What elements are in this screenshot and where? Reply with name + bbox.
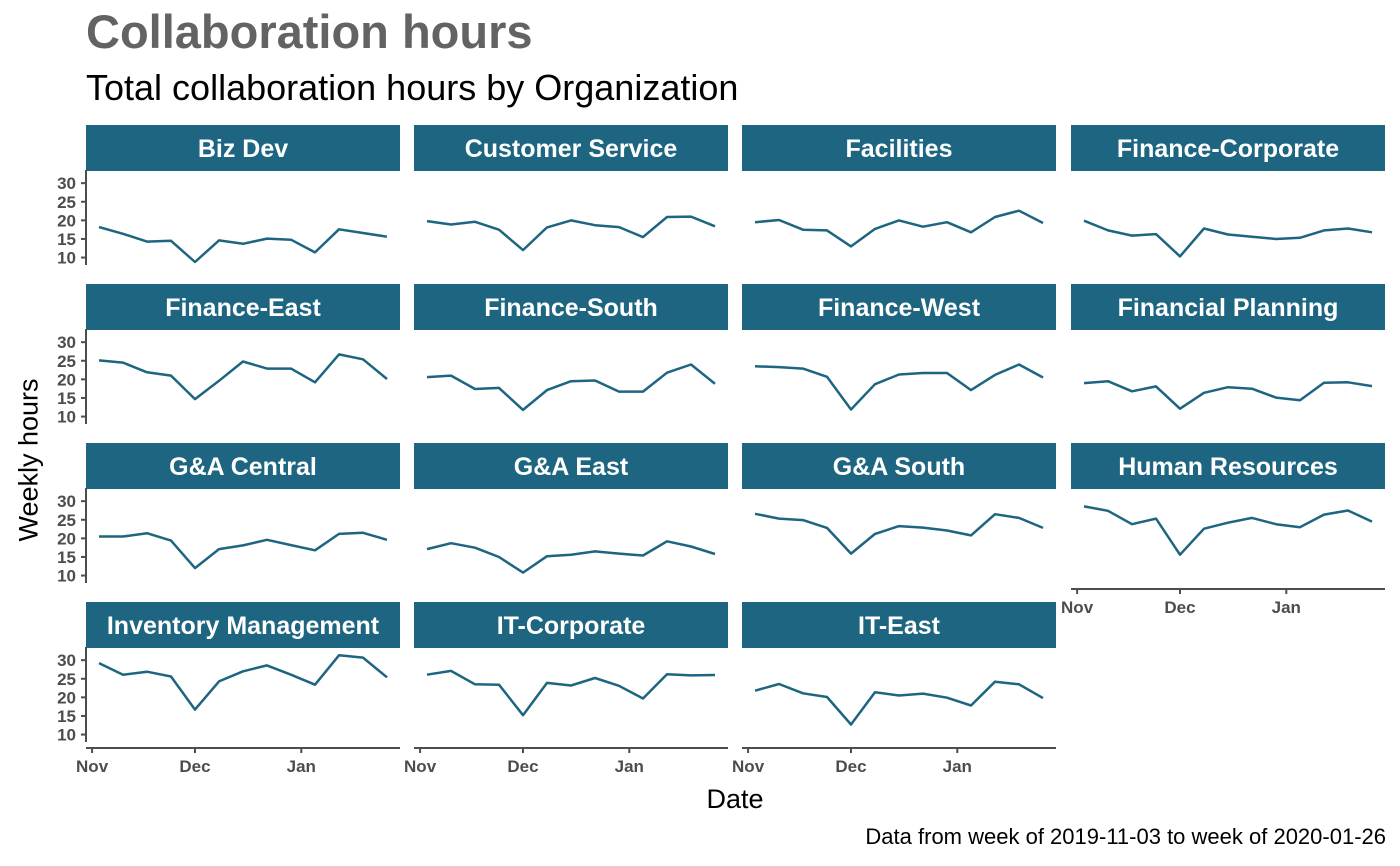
facet-panel-it-corporate: IT-Corporate Nov Dec Jan — [404, 602, 728, 776]
facet-strip-label: Finance-East — [165, 294, 321, 322]
series-line — [98, 225, 388, 264]
y-tick-label: 25 — [57, 193, 76, 212]
y-tick-label: 30 — [57, 174, 76, 193]
facet-strip-label: IT-East — [858, 612, 941, 640]
facet-strip-label: Finance-Corporate — [1117, 135, 1339, 163]
facet-strip — [1071, 125, 1385, 171]
facet-strip-label: Human Resources — [1118, 453, 1338, 481]
facet-strip-label: Facilities — [846, 135, 953, 163]
x-tick-label: Jan — [943, 757, 972, 776]
series-line — [754, 680, 1044, 726]
chart-subtitle: Total collaboration hours by Organizatio… — [86, 67, 739, 108]
series-line — [754, 512, 1044, 555]
facet-strip-label: Biz Dev — [198, 135, 288, 163]
facet-strip — [414, 125, 728, 171]
x-tick-label: Jan — [615, 757, 644, 776]
series-line — [754, 209, 1044, 248]
y-tick-label: 25 — [57, 511, 76, 530]
x-axis-label: Date — [706, 784, 764, 814]
facet-strip-label: Customer Service — [465, 135, 678, 163]
y-tick-label: 10 — [57, 408, 76, 427]
facet-strip-label: G&A South — [833, 453, 965, 481]
facet-strip — [1071, 284, 1385, 330]
series-line — [426, 363, 716, 412]
facet-strip-label: Inventory Management — [107, 612, 380, 640]
y-tick-label: 15 — [57, 548, 76, 567]
facet-panel-finance-corporate: Finance-Corporate — [1071, 125, 1385, 258]
x-tick-label: Nov — [76, 757, 109, 776]
facet-panel-facilities: Facilities — [742, 125, 1056, 248]
facet-strip — [86, 602, 400, 648]
facet-strip-label: G&A Central — [169, 453, 317, 481]
x-tick-label: Nov — [1061, 598, 1094, 617]
series-line — [1083, 219, 1373, 258]
facet-panel-customer-service: Customer Service — [414, 125, 728, 252]
facet-panel-finance-south: Finance-South — [414, 284, 728, 412]
y-tick-label: 25 — [57, 670, 76, 689]
facet-panel-ganda-south: G&A South — [742, 443, 1056, 555]
y-tick-label: 20 — [57, 529, 76, 548]
y-tick-label: 15 — [57, 230, 76, 249]
facet-panel-finance-west: Finance-West — [742, 284, 1056, 411]
facet-panel-it-east: IT-East Nov Dec Jan — [732, 602, 1056, 776]
series-line — [754, 363, 1044, 411]
y-tick-label: 20 — [57, 688, 76, 707]
facet-strip — [86, 443, 400, 489]
facet-strip-label: IT-Corporate — [497, 612, 646, 640]
series-line — [426, 669, 716, 717]
facet-panel-human-resources: Human Resources Nov Dec Jan — [1061, 443, 1385, 617]
facet-panel-ganda-east: G&A East — [414, 443, 728, 574]
x-tick-label: Nov — [732, 757, 765, 776]
x-tick-label: Nov — [404, 757, 437, 776]
y-tick-label: 30 — [57, 651, 76, 670]
y-tick-label: 15 — [57, 389, 76, 408]
x-tick-label: Jan — [287, 757, 316, 776]
facet-strip-label: Finance-West — [818, 294, 981, 322]
x-tick-label: Dec — [179, 757, 210, 776]
facet-strip-label: Finance-South — [484, 294, 658, 322]
facet-strip — [742, 284, 1056, 330]
series-line — [98, 654, 388, 711]
facet-strip — [414, 602, 728, 648]
y-tick-label: 15 — [57, 707, 76, 726]
facet-panel-financial-planning: Financial Planning — [1071, 284, 1385, 410]
facet-strip — [1071, 443, 1385, 489]
chart-title: Collaboration hours — [86, 5, 533, 58]
facet-strip-label: Financial Planning — [1118, 294, 1339, 322]
x-tick-label: Dec — [835, 757, 866, 776]
y-tick-label: 10 — [57, 567, 76, 586]
y-tick-label: 25 — [57, 352, 76, 371]
facet-strip — [742, 125, 1056, 171]
facet-strip — [86, 125, 400, 171]
y-tick-label: 10 — [57, 249, 76, 268]
facet-strip-label: G&A East — [514, 453, 629, 481]
facet-strip — [86, 284, 400, 330]
y-tick-label: 10 — [57, 726, 76, 745]
x-tick-label: Dec — [507, 757, 538, 776]
series-line — [426, 215, 716, 252]
series-line — [99, 531, 388, 570]
x-tick-label: Jan — [1272, 598, 1301, 617]
series-line — [1083, 505, 1373, 556]
y-tick-label: 20 — [57, 211, 76, 230]
series-line — [426, 540, 716, 574]
facet-strip — [414, 284, 728, 330]
series-line — [1083, 379, 1373, 410]
facet-strip — [742, 602, 1056, 648]
chart-caption: Data from week of 2019-11-03 to week of … — [865, 824, 1386, 849]
series-line — [98, 353, 388, 401]
x-tick-label: Dec — [1164, 598, 1195, 617]
facet-strip — [742, 443, 1056, 489]
facet-strip — [414, 443, 728, 489]
y-tick-label: 30 — [57, 333, 76, 352]
y-axis-label: Weekly hours — [13, 378, 44, 542]
y-tick-label: 30 — [57, 492, 76, 511]
y-tick-label: 20 — [57, 370, 76, 389]
